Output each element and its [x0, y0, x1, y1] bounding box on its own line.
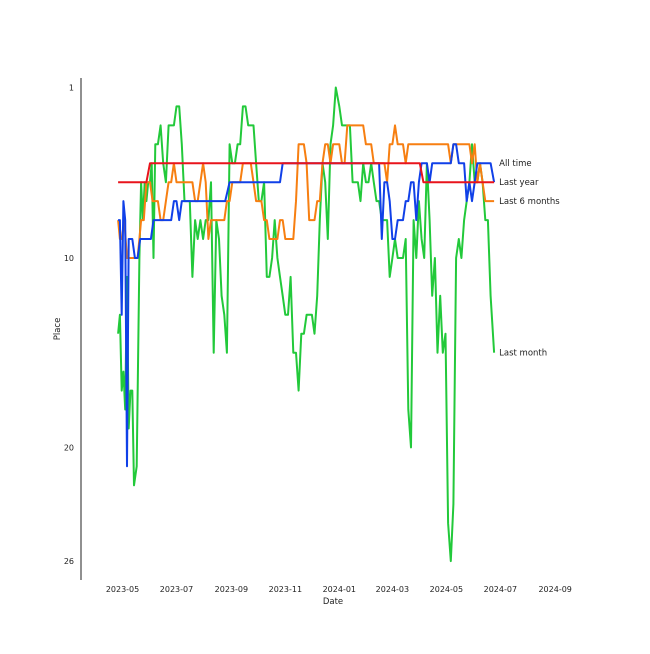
x-axis-title: Date: [323, 597, 343, 607]
series-line-last-month: [117, 86, 496, 563]
series-line-all-time: [118, 143, 496, 468]
x-tick-label: 2024-01: [323, 585, 356, 594]
y-tick-label: 20: [64, 443, 74, 452]
series-label-all-time: All time: [499, 159, 531, 169]
series-line-last-year: [118, 162, 495, 184]
series-label-last-month: Last month: [499, 349, 547, 359]
y-tick-label: 10: [64, 254, 74, 263]
y-tick-label: 1: [69, 83, 74, 92]
x-tick-label: 2023-05: [106, 585, 139, 594]
series-line-last-6-months: [117, 124, 495, 259]
series-label-last-6-months: Last 6 months: [499, 197, 560, 207]
x-tick-label: 2023-07: [160, 585, 193, 594]
y-axis-title: Place: [53, 318, 63, 341]
series-label-last-year: Last year: [499, 178, 539, 188]
x-tick-label: 2024-07: [484, 585, 517, 594]
axes: Place Date: [53, 78, 343, 607]
tick-labels: 2023-05 2023-07 2023-09 2023-11 2024-01 2024-…: [64, 83, 572, 594]
series-end-labels: Last month Last 6 months All time Last year: [499, 159, 560, 358]
x-tick-label: 2024-05: [430, 585, 463, 594]
series-lines: [117, 86, 496, 563]
x-tick-label: 2023-09: [215, 585, 248, 594]
x-tick-label: 2023-11: [269, 585, 302, 594]
x-tick-label: 2024-03: [376, 585, 409, 594]
x-tick-label: 2024-09: [538, 585, 571, 594]
y-tick-label: 26: [64, 557, 74, 566]
